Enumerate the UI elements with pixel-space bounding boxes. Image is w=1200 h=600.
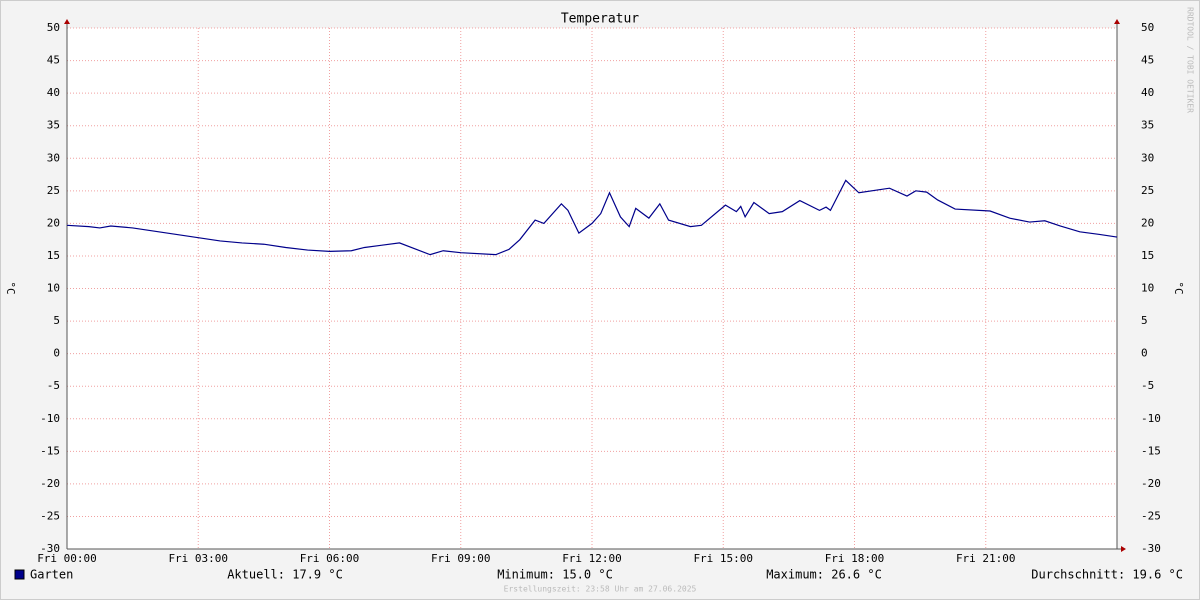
stat: Aktuell: 17.9 °C [227,568,343,582]
x-tick-label: Fri 12:00 [562,552,622,565]
axis-arrow [1114,19,1120,24]
x-tick-label: Fri 06:00 [300,552,360,565]
y-tick-label: 40 [47,86,60,99]
axis-arrow [64,19,70,24]
y-tick-label: -25 [40,509,60,522]
y-tick-label: 35 [47,119,60,132]
y-tick-label: 45 [47,54,60,67]
y-tick-label: 30 [47,151,60,164]
y-tick-label: -20 [40,477,60,490]
y-tick-label: 20 [47,216,60,229]
y2-tick-label: 15 [1141,249,1154,262]
y2-tick-label: 40 [1141,86,1154,99]
axis-arrow [1121,546,1126,552]
y-tick-label: 10 [47,282,60,295]
y-tick-label: 15 [47,249,60,262]
y2-tick-label: 25 [1141,184,1154,197]
stat: Durchschnitt: 19.6 °C [1031,568,1183,582]
y2-tick-label: -30 [1141,542,1161,555]
y-tick-label: 25 [47,184,60,197]
x-tick-label: Fri 18:00 [825,552,885,565]
y2-tick-label: 35 [1141,119,1154,132]
y2-tick-label: 5 [1141,314,1148,327]
y2-tick-label: 30 [1141,151,1154,164]
chart-title: Temperatur [561,12,639,27]
data-line [66,179,1118,256]
y-tick-label: -10 [40,412,60,425]
y-tick-label: -30 [40,542,60,555]
y2-tick-label: -10 [1141,412,1161,425]
x-tick-label: Fri 00:00 [37,552,97,565]
y2-tick-label: 45 [1141,54,1154,67]
x-tick-label: Fri 21:00 [956,552,1016,565]
x-tick-label: Fri 09:00 [431,552,491,565]
y-tick-label: -5 [47,379,60,392]
stat: Maximum: 26.6 °C [766,568,882,582]
y2-tick-label: -25 [1141,509,1161,522]
y-tick-label: 50 [47,21,60,34]
legend-swatch [14,569,25,580]
y2-tick-label: -20 [1141,477,1161,490]
y2-tick-label: 10 [1141,282,1154,295]
y-tick-label: 0 [53,347,60,360]
y-axis-label: °C [4,281,17,294]
x-tick-label: Fri 15:00 [693,552,753,565]
watermark: RRDTOOL / TOBI OETIKER [1186,7,1195,113]
y2-tick-label: 20 [1141,216,1154,229]
y-tick-label: -15 [40,444,60,457]
footer: Erstellungszeit: 23:58 Uhr am 27.06.2025 [504,585,697,594]
y2-tick-label: 0 [1141,347,1148,360]
y-tick-label: 5 [53,314,60,327]
y2-tick-label: -15 [1141,444,1161,457]
y2-tick-label: -5 [1141,379,1154,392]
x-tick-label: Fri 03:00 [168,552,228,565]
stat: Minimum: 15.0 °C [497,568,613,582]
legend-label: Garten [30,568,73,582]
y2-tick-label: 50 [1141,21,1154,34]
y2-axis-label: °C [1172,281,1185,294]
